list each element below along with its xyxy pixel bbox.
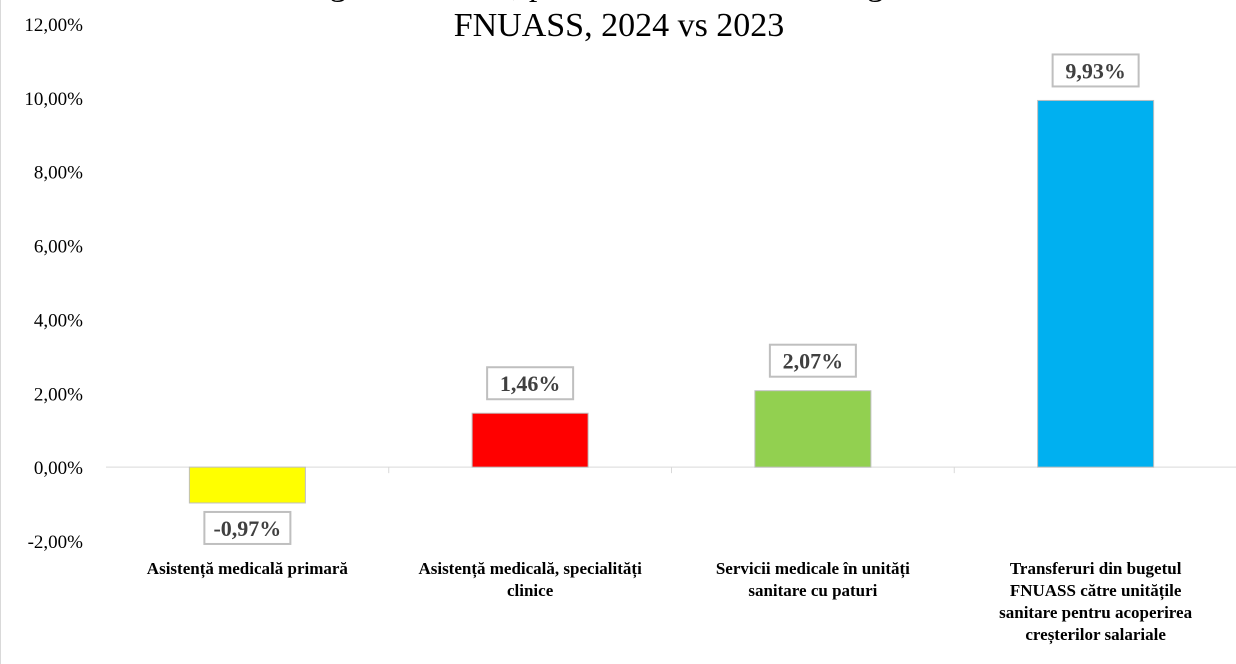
category-label: clinice bbox=[507, 581, 554, 600]
category-label: sanitare cu paturi bbox=[748, 581, 877, 600]
category-label: Servicii medicale în unități bbox=[716, 559, 910, 579]
category-label: Asistență medicală primară bbox=[147, 559, 349, 579]
y-tick-label: 0,00% bbox=[34, 458, 83, 479]
category-label: FNUASS către unitățile bbox=[1010, 581, 1182, 601]
data-label: -0,97% bbox=[213, 516, 281, 541]
data-label-box bbox=[1051, 53, 1140, 88]
category-label: Transferuri din bugetul bbox=[1010, 559, 1182, 578]
category-label: Asistență medicală, specialități bbox=[418, 559, 642, 579]
bar bbox=[754, 390, 872, 468]
chart-title: ngiu FNUASS, pe anii 2023 si 2024 - buge… bbox=[313, 0, 926, 44]
category-label: creșterilor salariale bbox=[1025, 625, 1166, 645]
data-label-box bbox=[486, 366, 575, 401]
data-label: 1,46% bbox=[500, 371, 561, 396]
data-label-box bbox=[768, 343, 857, 378]
bar bbox=[471, 412, 589, 468]
data-label-box bbox=[203, 510, 292, 545]
y-tick-label: 10,00% bbox=[24, 89, 83, 110]
y-tick-label: 8,00% bbox=[34, 163, 83, 184]
category-label: sanitare pentru acoperirea bbox=[999, 603, 1192, 622]
y-tick-label: -2,00% bbox=[28, 532, 84, 553]
y-tick-label: 12,00% bbox=[24, 15, 83, 36]
data-label: 2,07% bbox=[783, 349, 844, 374]
bar bbox=[1037, 99, 1155, 468]
y-tick-label: 4,00% bbox=[34, 310, 83, 331]
y-tick-label: 6,00% bbox=[34, 237, 83, 258]
bar bbox=[188, 466, 306, 504]
y-tick-label: 2,00% bbox=[34, 384, 83, 405]
data-label: 9,93% bbox=[1065, 58, 1126, 83]
